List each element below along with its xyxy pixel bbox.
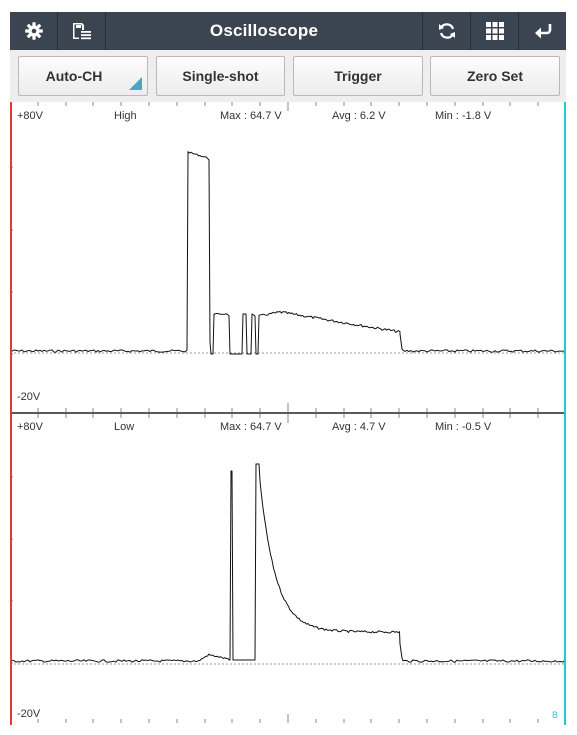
ch1-waveform [10,151,566,355]
settings-button[interactable] [10,12,58,50]
grid-icon [485,22,504,40]
save-button[interactable] [58,12,106,50]
ch2-min-readout: Min : -0.5 V [435,421,492,433]
zero-set-button[interactable]: Zero Set [430,56,560,96]
scope-display[interactable]: +80V High Max : 64.7 V Avg : 6.2 V Min :… [10,102,566,725]
gear-icon [24,22,43,40]
cursor-b-label: B [552,710,559,720]
ch1-max-readout: Max : 64.7 V [220,110,282,122]
page-title: Oscilloscope [209,21,319,40]
ch1-name-label: High [114,110,137,122]
auto-ch-button[interactable]: Auto-CH [18,56,148,96]
save-list-icon [72,23,91,40]
ch2-name-label: Low [114,421,135,433]
dropdown-corner-icon [129,77,142,90]
auto-ch-label: Auto-CH [45,68,103,84]
trigger-button[interactable]: Trigger [293,56,423,96]
ch2-top-scale-label: +80V [17,421,43,433]
ch2-max-readout: Max : 64.7 V [220,421,282,433]
title-bar: Oscilloscope [10,12,566,50]
ch2-avg-readout: Avg : 4.7 V [332,421,386,433]
back-button[interactable] [518,12,566,50]
ch1-top-scale-label: +80V [17,110,43,122]
ch2-waveform [10,463,566,663]
ch1-avg-readout: Avg : 6.2 V [332,110,386,122]
ch1-min-readout: Min : -1.8 V [435,110,492,122]
zero-set-label: Zero Set [466,68,523,84]
control-bar: Auto-CH Single-shot Trigger Zero Set [10,50,566,102]
single-shot-button[interactable]: Single-shot [156,56,285,96]
grid-button[interactable] [470,12,518,50]
return-icon [534,24,551,39]
trigger-label: Trigger [334,68,382,84]
refresh-button[interactable] [422,12,470,50]
waveform-canvas [10,102,566,725]
ch2-bottom-scale-label: -20V [17,708,41,720]
ch1-bottom-scale-label: -20V [17,391,41,403]
single-shot-label: Single-shot [182,68,259,84]
refresh-icon [438,23,455,39]
